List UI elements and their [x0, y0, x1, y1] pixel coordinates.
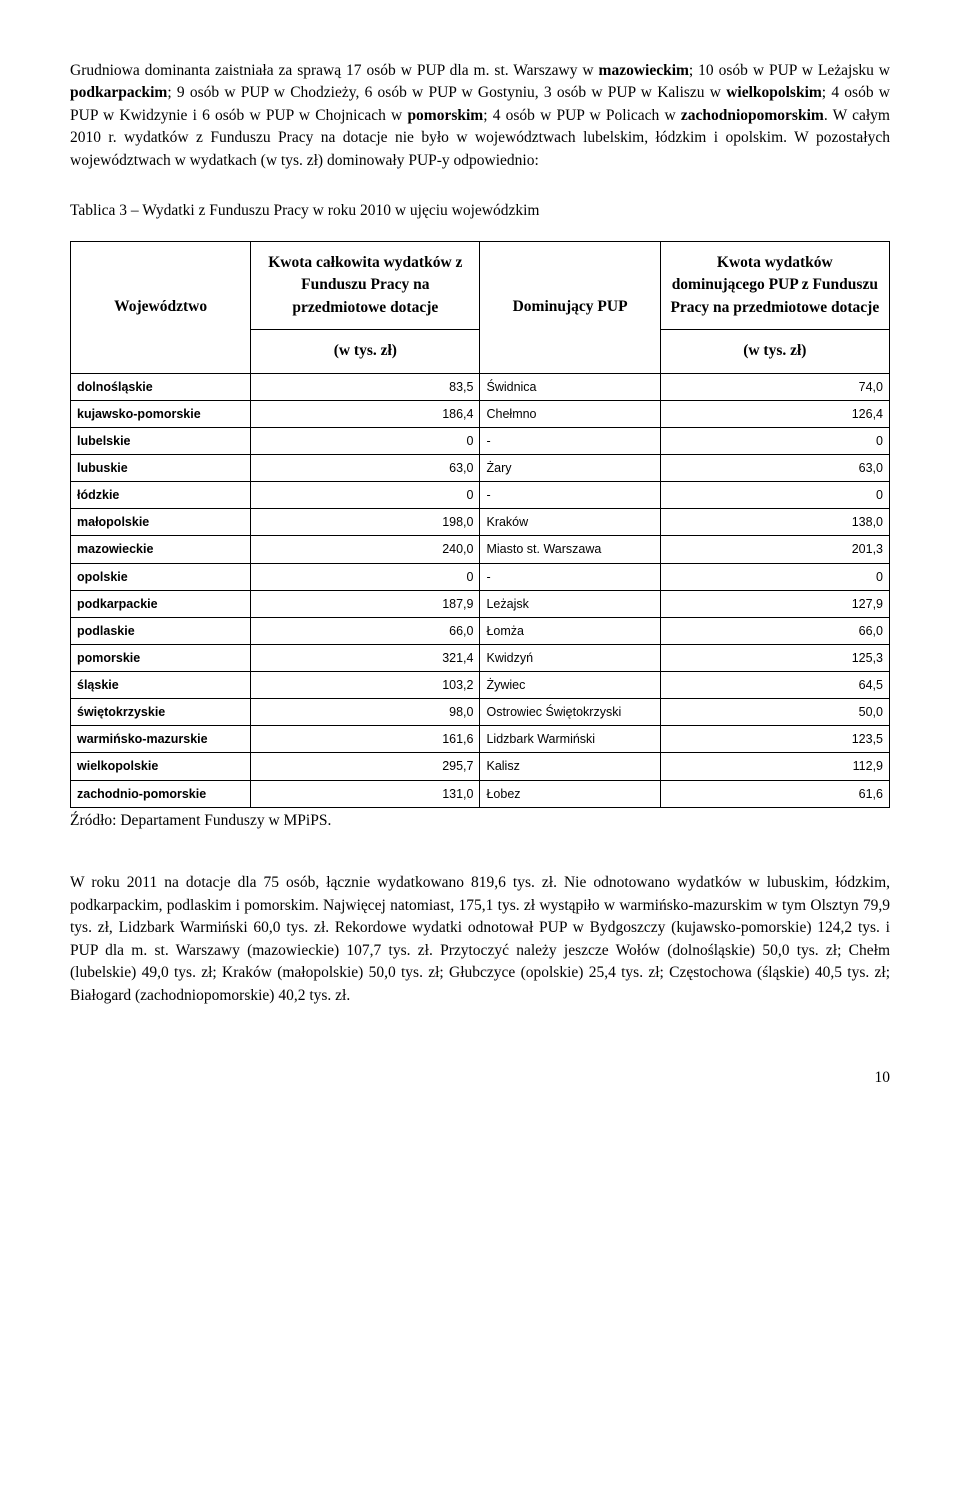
cell-pup: Chełmno: [480, 400, 660, 427]
header-unit-value: (w tys. zł): [660, 330, 889, 373]
cell-pup: Łobez: [480, 780, 660, 807]
cell-total: 63,0: [251, 455, 480, 482]
cell-pup: Łomża: [480, 617, 660, 644]
cell-region: zachodnio-pomorskie: [71, 780, 251, 807]
cell-region: lubuskie: [71, 455, 251, 482]
cell-total: 103,2: [251, 672, 480, 699]
cell-region: świętokrzyskie: [71, 699, 251, 726]
cell-value: 112,9: [660, 753, 889, 780]
cell-total: 187,9: [251, 590, 480, 617]
expenditure-table: Województwo Kwota całkowita wydatków z F…: [70, 241, 890, 808]
paragraph-1: Grudniowa dominanta zaistniała za sprawą…: [70, 60, 890, 172]
paragraph-2: W roku 2011 na dotacje dla 75 osób, łącz…: [70, 872, 890, 1007]
table-row: małopolskie198,0Kraków138,0: [71, 509, 890, 536]
cell-region: wielkopolskie: [71, 753, 251, 780]
table-row: pomorskie321,4Kwidzyń125,3: [71, 644, 890, 671]
cell-value: 0: [660, 563, 889, 590]
cell-region: kujawsko-pomorskie: [71, 400, 251, 427]
cell-pup: Miasto st. Warszawa: [480, 536, 660, 563]
cell-total: 161,6: [251, 726, 480, 753]
cell-total: 186,4: [251, 400, 480, 427]
cell-total: 0: [251, 427, 480, 454]
cell-value: 127,9: [660, 590, 889, 617]
cell-total: 98,0: [251, 699, 480, 726]
cell-pup: Leżajsk: [480, 590, 660, 617]
table-row: wielkopolskie295,7Kalisz112,9: [71, 753, 890, 780]
table-caption: Tablica 3 – Wydatki z Funduszu Pracy w r…: [70, 200, 890, 222]
table-body: dolnośląskie83,5Świdnica74,0kujawsko-pom…: [71, 373, 890, 807]
cell-value: 138,0: [660, 509, 889, 536]
cell-value: 123,5: [660, 726, 889, 753]
cell-pup: Kalisz: [480, 753, 660, 780]
cell-total: 321,4: [251, 644, 480, 671]
cell-value: 0: [660, 482, 889, 509]
header-total: Kwota całkowita wydatków z Funduszu Prac…: [251, 241, 480, 329]
cell-value: 66,0: [660, 617, 889, 644]
cell-value: 63,0: [660, 455, 889, 482]
cell-value: 126,4: [660, 400, 889, 427]
cell-region: lubelskie: [71, 427, 251, 454]
cell-total: 131,0: [251, 780, 480, 807]
cell-region: opolskie: [71, 563, 251, 590]
table-row: lubelskie0-0: [71, 427, 890, 454]
cell-value: 201,3: [660, 536, 889, 563]
cell-pup: Kraków: [480, 509, 660, 536]
header-province: Województwo: [71, 241, 251, 373]
cell-region: śląskie: [71, 672, 251, 699]
table-row: opolskie0-0: [71, 563, 890, 590]
cell-value: 74,0: [660, 373, 889, 400]
cell-total: 66,0: [251, 617, 480, 644]
cell-region: podkarpackie: [71, 590, 251, 617]
cell-total: 295,7: [251, 753, 480, 780]
cell-value: 125,3: [660, 644, 889, 671]
table-row: śląskie103,2Żywiec64,5: [71, 672, 890, 699]
table-row: lubuskie63,0Żary63,0: [71, 455, 890, 482]
cell-value: 0: [660, 427, 889, 454]
cell-region: małopolskie: [71, 509, 251, 536]
cell-pup: Żary: [480, 455, 660, 482]
table-row: kujawsko-pomorskie186,4Chełmno126,4: [71, 400, 890, 427]
cell-total: 0: [251, 482, 480, 509]
cell-pup: Ostrowiec Świętokrzyski: [480, 699, 660, 726]
cell-total: 240,0: [251, 536, 480, 563]
table-row: łódzkie0-0: [71, 482, 890, 509]
table-row: podlaskie66,0Łomża66,0: [71, 617, 890, 644]
table-row: zachodnio-pomorskie131,0Łobez61,6: [71, 780, 890, 807]
table-row: dolnośląskie83,5Świdnica74,0: [71, 373, 890, 400]
cell-pup: Świdnica: [480, 373, 660, 400]
table-source: Źródło: Departament Funduszy w MPiPS.: [70, 810, 890, 832]
cell-region: pomorskie: [71, 644, 251, 671]
cell-region: mazowieckie: [71, 536, 251, 563]
table-row: podkarpackie187,9Leżajsk127,9: [71, 590, 890, 617]
cell-pup: Żywiec: [480, 672, 660, 699]
cell-pup: -: [480, 482, 660, 509]
table-row: warmińsko-mazurskie161,6Lidzbark Warmińs…: [71, 726, 890, 753]
cell-region: podlaskie: [71, 617, 251, 644]
cell-total: 198,0: [251, 509, 480, 536]
cell-total: 0: [251, 563, 480, 590]
page-number: 10: [70, 1067, 890, 1089]
table-row: mazowieckie240,0Miasto st. Warszawa201,3: [71, 536, 890, 563]
cell-value: 61,6: [660, 780, 889, 807]
cell-value: 50,0: [660, 699, 889, 726]
cell-pup: -: [480, 563, 660, 590]
cell-region: warmińsko-mazurskie: [71, 726, 251, 753]
cell-region: dolnośląskie: [71, 373, 251, 400]
header-dominant-value: Kwota wydatków dominującego PUP z Fundus…: [660, 241, 889, 329]
cell-value: 64,5: [660, 672, 889, 699]
cell-pup: Kwidzyń: [480, 644, 660, 671]
header-dominant-pup: Dominujący PUP: [480, 241, 660, 373]
table-header-row: Województwo Kwota całkowita wydatków z F…: [71, 241, 890, 329]
header-unit-total: (w tys. zł): [251, 330, 480, 373]
cell-pup: Lidzbark Warmiński: [480, 726, 660, 753]
cell-total: 83,5: [251, 373, 480, 400]
cell-pup: -: [480, 427, 660, 454]
table-row: świętokrzyskie98,0Ostrowiec Świętokrzysk…: [71, 699, 890, 726]
cell-region: łódzkie: [71, 482, 251, 509]
